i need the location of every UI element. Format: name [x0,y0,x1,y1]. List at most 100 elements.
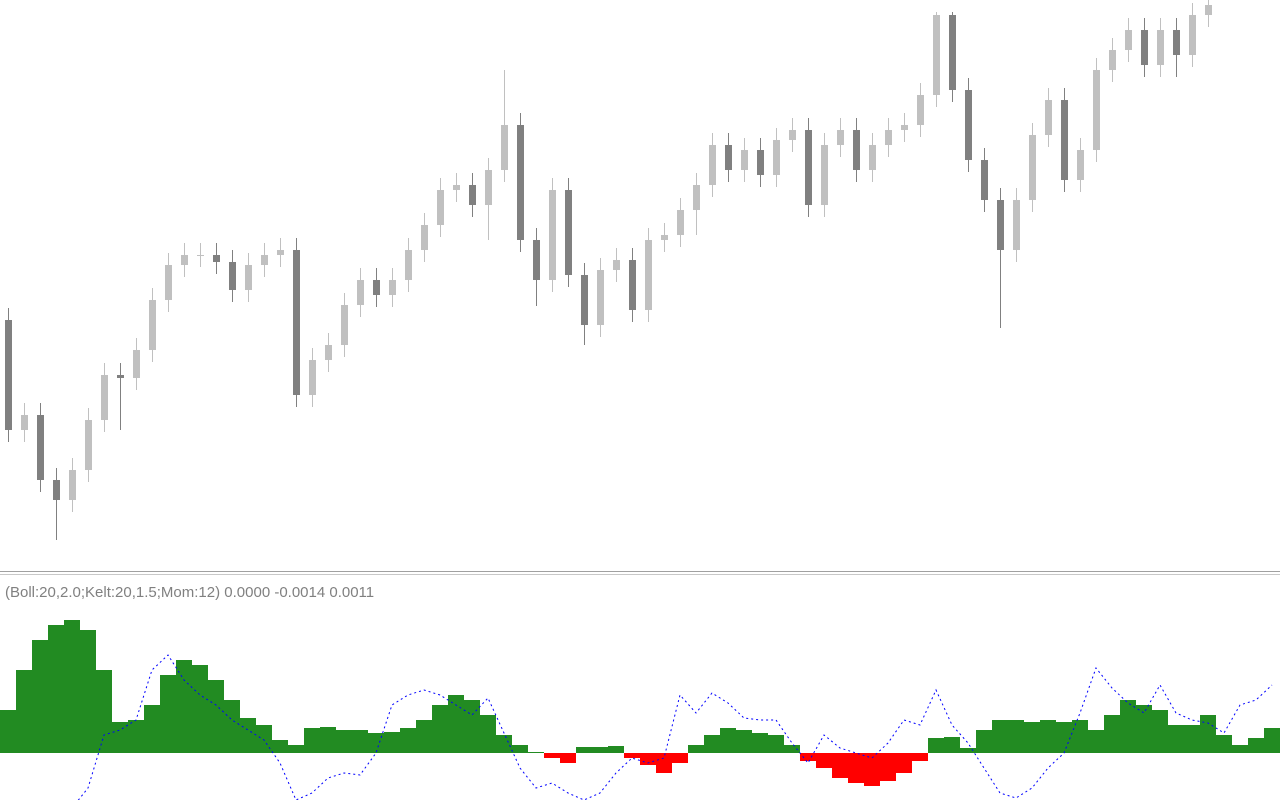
histogram-bar [192,665,208,753]
histogram-bar [1200,715,1216,753]
candle-body [1109,50,1116,70]
histogram-bar [464,700,480,753]
histogram-bar [976,730,992,753]
candle-body [389,280,396,295]
momentum-line [77,654,1273,800]
histogram-bar [576,747,592,753]
histogram-bar [416,720,432,753]
candle-body [373,280,380,295]
histogram-bar [992,720,1008,753]
candle-body [357,280,364,305]
histogram-bar [608,746,624,753]
candle-body [805,130,812,205]
histogram-bar [1216,735,1232,753]
candle-body [485,170,492,205]
candle-body [5,320,12,430]
histogram-bar [400,728,416,753]
histogram-bar [512,745,528,753]
candle-body [1061,100,1068,180]
histogram-bar [1056,722,1072,753]
histogram-bar [1232,745,1248,753]
candle-body [341,305,348,345]
histogram-bar [320,727,336,753]
candle-body [677,210,684,235]
candle-body [1173,30,1180,55]
candle-body [85,420,92,470]
candle-body [165,265,172,300]
histogram-bar [32,640,48,753]
candle-body [917,95,924,125]
candle-body [469,185,476,205]
candle-body [1189,15,1196,55]
candle-body [773,140,780,175]
histogram-bar [1040,720,1056,753]
histogram-bar [752,733,768,753]
histogram-bar [176,660,192,753]
histogram-bar [768,735,784,753]
candle-body [965,90,972,160]
histogram-bar [544,753,560,758]
candle-body [1077,150,1084,180]
candle-body [645,240,652,310]
candle-body [197,255,204,256]
candle-body [437,190,444,225]
histogram-bar [1168,725,1184,753]
histogram-bar [1088,730,1104,753]
candle-body [405,250,412,280]
candle-body [277,250,284,255]
histogram-bar [384,732,400,753]
candle-body [517,125,524,240]
histogram-bar [0,710,16,753]
histogram-bar [656,753,672,773]
candle-body [309,360,316,395]
candle-body [821,145,828,205]
candle-body [245,265,252,290]
candle-body [1141,30,1148,65]
candle-body [757,150,764,175]
histogram-bar [288,745,304,753]
candle-body [901,125,908,130]
candle-body [421,225,428,250]
histogram-bar [304,728,320,753]
histogram-bar [928,738,944,753]
histogram-bar [896,753,912,773]
candle-body [981,160,988,200]
candle-body [1093,70,1100,150]
candle-body [565,190,572,275]
histogram-bar [496,735,512,753]
histogram-bar [1184,725,1200,753]
histogram-bar [736,730,752,753]
candle-body [69,470,76,500]
candle-body [261,255,268,265]
histogram-bar [592,747,608,753]
histogram-bar [1072,720,1088,753]
histogram-bar [1024,722,1040,753]
histogram-bar [880,753,896,781]
histogram-bar [432,705,448,753]
histogram-bar [624,753,640,758]
histogram-bar [784,745,800,753]
histogram-bar [560,753,576,763]
candle-body [837,130,844,145]
candle-body [1125,30,1132,50]
candle-body [549,190,556,280]
price-window [5,0,1212,540]
histogram-bar [912,753,928,761]
candle-body [181,255,188,265]
histogram-bar [80,630,96,753]
histogram-bar [832,753,848,778]
candle-body [101,375,108,420]
histogram-bar [1008,720,1024,753]
histogram-bar [800,753,816,761]
histogram-bar [48,625,64,753]
candle-body [53,480,60,500]
histogram-bar [480,715,496,753]
indicator-window [0,620,1280,800]
candle-body [533,240,540,280]
histogram-bar [720,728,736,753]
histogram-bar [816,753,832,768]
candle-body [213,255,220,262]
histogram-bar [112,722,128,753]
histogram-bar [1152,710,1168,753]
